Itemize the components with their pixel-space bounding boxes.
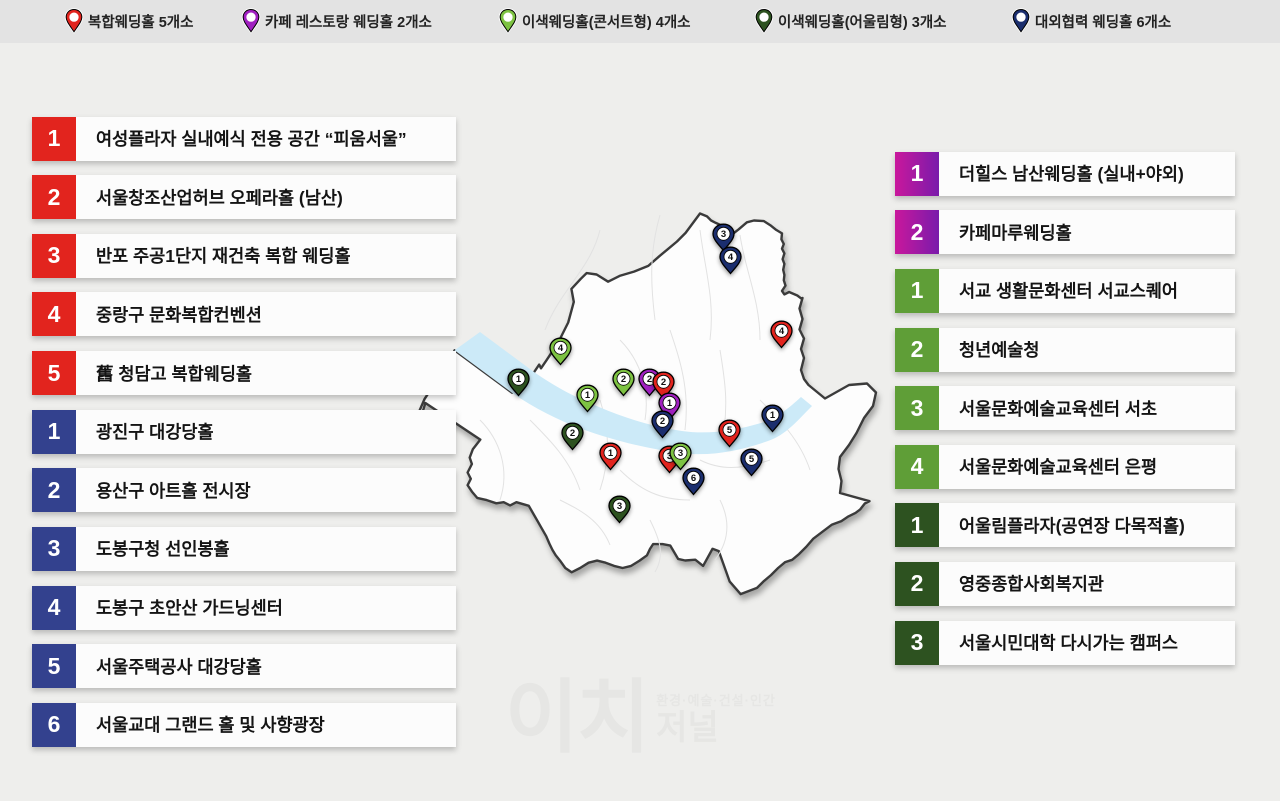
svg-text:4: 4 <box>779 325 785 336</box>
svg-text:1: 1 <box>585 390 591 401</box>
svg-text:1: 1 <box>667 398 673 409</box>
svg-text:5: 5 <box>749 454 755 465</box>
svg-text:3: 3 <box>677 448 682 459</box>
svg-text:3: 3 <box>617 501 622 512</box>
svg-text:1: 1 <box>770 409 776 420</box>
svg-text:2: 2 <box>660 415 665 426</box>
svg-text:2: 2 <box>621 374 626 385</box>
svg-text:2: 2 <box>570 428 575 439</box>
svg-text:5: 5 <box>727 425 733 436</box>
svg-text:6: 6 <box>691 473 696 484</box>
svg-text:1: 1 <box>608 448 614 459</box>
svg-text:4: 4 <box>558 343 564 354</box>
svg-text:1: 1 <box>516 374 522 385</box>
svg-text:2: 2 <box>661 377 666 388</box>
svg-text:4: 4 <box>728 251 734 262</box>
svg-text:3: 3 <box>721 228 726 239</box>
